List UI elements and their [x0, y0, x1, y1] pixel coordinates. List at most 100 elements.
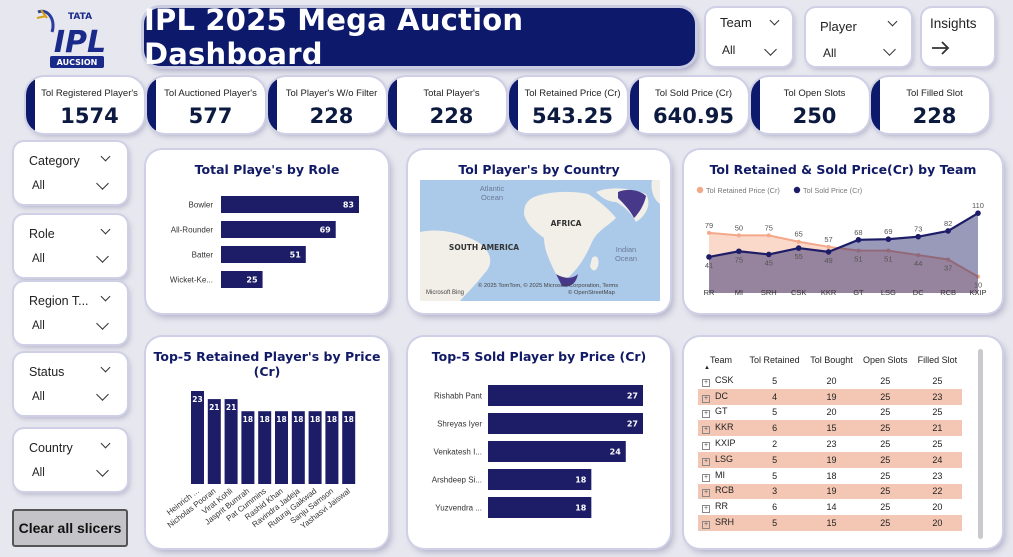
role-slicer-value[interactable]: All — [32, 253, 45, 265]
chevron-down-icon[interactable] — [96, 388, 109, 401]
expand-plus-icon[interactable]: + — [702, 442, 710, 451]
sold-bar-value: 27 — [627, 420, 638, 429]
table-row[interactable]: + KKR 6 15 25 21 — [698, 420, 962, 437]
expand-plus-icon[interactable]: + — [702, 394, 710, 403]
kpi-value: 250 — [792, 104, 837, 128]
series-point — [736, 248, 742, 255]
insights-button[interactable]: Insights — [922, 8, 994, 66]
value-cell: 19 — [805, 388, 858, 405]
table-scrollbar[interactable] — [978, 349, 983, 539]
country-slicer[interactable]: Country All — [14, 429, 127, 491]
region-slicer-value[interactable]: All — [32, 320, 45, 332]
country-slicer-label: Country — [29, 441, 73, 455]
insights-label: Insights — [930, 16, 977, 31]
series-point — [825, 249, 832, 255]
table-row[interactable]: + RR 6 14 25 20 — [698, 499, 962, 516]
expand-plus-icon[interactable]: + — [702, 521, 710, 530]
kpi-value: 577 — [188, 104, 233, 128]
category-slicer[interactable]: Category All — [14, 142, 127, 204]
series-point — [915, 233, 922, 240]
team-cell: + KXIP — [698, 436, 744, 452]
col-header-filled[interactable]: Filled Slot — [917, 355, 958, 365]
clear-slicers-button[interactable]: Clear all slicers — [12, 509, 128, 547]
region-slicer[interactable]: Region T... All — [14, 282, 127, 344]
chevron-down-icon[interactable] — [769, 15, 780, 26]
category-slicer-value[interactable]: All — [32, 180, 45, 192]
chevron-down-icon[interactable] — [96, 464, 109, 477]
top-sold-card: Top-5 Sold Player by Price (Cr) Rishabh … — [408, 337, 670, 548]
value-cell: 6 — [744, 499, 806, 516]
col-header-team[interactable]: Team ▲ — [704, 355, 732, 371]
player-slicer[interactable]: Player All — [806, 8, 911, 66]
country-slicer-value[interactable]: All — [32, 467, 45, 479]
value-cell: 23 — [805, 436, 858, 452]
sold-bar-chart: Rishabh Pant 27 Shreyas Iyer 27 Venkatesh I.… — [432, 385, 643, 518]
series-point — [795, 245, 802, 251]
series-line — [708, 231, 979, 278]
chevron-down-icon[interactable] — [764, 43, 777, 56]
chevron-down-icon[interactable] — [887, 16, 898, 27]
expand-plus-icon[interactable]: + — [702, 473, 710, 482]
role-chart-title: Total Playe's by Role — [194, 162, 340, 177]
chevron-down-icon[interactable] — [100, 438, 111, 449]
status-slicer-value[interactable]: All — [32, 391, 45, 403]
world-map[interactable]: Atlantic Ocean AFRICA SOUTH AMERICA India… — [420, 180, 660, 301]
retained-bar-value: 18 — [243, 415, 253, 424]
region-slicer-label: Region T... — [29, 294, 89, 308]
map-osm-link[interactable]: © OpenStreetMap — [568, 289, 615, 296]
series-point — [975, 210, 981, 216]
value-cell: 21 — [912, 420, 962, 437]
status-slicer[interactable]: Status All — [14, 353, 127, 415]
col-header-bought[interactable]: Tol Bought — [810, 355, 853, 365]
chevron-down-icon[interactable] — [96, 177, 109, 190]
col-header-retained[interactable]: Tol Retained — [749, 355, 800, 365]
expand-plus-icon[interactable]: + — [702, 426, 710, 435]
kpi-sold-price: Tol Sold Price (Cr) 640.95 — [630, 77, 748, 133]
value-cell: 23 — [912, 388, 962, 405]
price-data-label: 45 — [765, 258, 773, 267]
chevron-down-icon[interactable] — [96, 250, 109, 263]
team-axis-label: CSK — [791, 288, 806, 297]
chevron-down-icon[interactable] — [100, 291, 111, 302]
series-point — [766, 233, 771, 238]
kpi-players-without-filter: Tol Player's W/o Filter 228 — [268, 77, 386, 133]
retained-bar-value: 23 — [192, 395, 202, 404]
table-row[interactable]: + MI 5 18 25 23 — [698, 467, 962, 484]
table-row[interactable]: + RCB 3 19 25 22 — [698, 483, 962, 500]
expand-plus-icon[interactable]: + — [702, 410, 710, 419]
table-row[interactable]: + KXIP 2 23 25 25 — [698, 436, 962, 452]
value-cell: 23 — [912, 467, 962, 484]
table-row[interactable]: + CSK 5 20 25 25 — [698, 373, 962, 389]
player-slicer-value[interactable]: All — [823, 46, 837, 60]
kpi-label: Tol Open Slots — [783, 88, 846, 99]
expand-plus-icon[interactable]: + — [702, 489, 710, 498]
chevron-down-icon[interactable] — [100, 362, 111, 373]
retained-bar-value: 18 — [276, 415, 286, 424]
expand-plus-icon[interactable]: + — [702, 505, 710, 514]
chevron-down-icon[interactable] — [100, 224, 111, 235]
team-slicer[interactable]: Team All — [706, 8, 792, 66]
col-header-open[interactable]: Open Slots — [863, 355, 908, 365]
role-bar — [221, 196, 359, 213]
price-line-chart: Tol Retained Price (Cr) Tol Sold Price (C… — [696, 186, 987, 297]
team-cell: + RR — [698, 499, 744, 516]
value-cell: 25 — [857, 404, 913, 421]
price-data-label: 82 — [944, 219, 952, 228]
table-row[interactable]: + DC 4 19 25 23 — [698, 388, 962, 405]
table-row[interactable]: + SRH 5 15 25 20 — [698, 515, 962, 531]
value-cell: 3 — [744, 483, 806, 500]
kpi-auctioned-players: Tol Auctioned Player's 577 — [147, 77, 265, 133]
price-data-label: 51 — [854, 255, 862, 264]
table-row[interactable]: + GT 5 20 25 25 — [698, 404, 962, 421]
price-data-label: 57 — [824, 235, 832, 244]
table-row[interactable]: + LSG 5 19 25 24 — [698, 451, 962, 468]
sold-player-label: Rishabh Pant — [434, 392, 483, 401]
expand-plus-icon[interactable]: + — [702, 378, 710, 387]
team-slicer-value[interactable]: All — [722, 43, 736, 57]
expand-plus-icon[interactable]: + — [702, 457, 710, 466]
role-slicer[interactable]: Role All — [14, 215, 127, 277]
chevron-down-icon[interactable] — [883, 43, 896, 56]
chevron-down-icon[interactable] — [100, 151, 111, 162]
value-cell: 22 — [912, 483, 962, 500]
chevron-down-icon[interactable] — [96, 317, 109, 330]
